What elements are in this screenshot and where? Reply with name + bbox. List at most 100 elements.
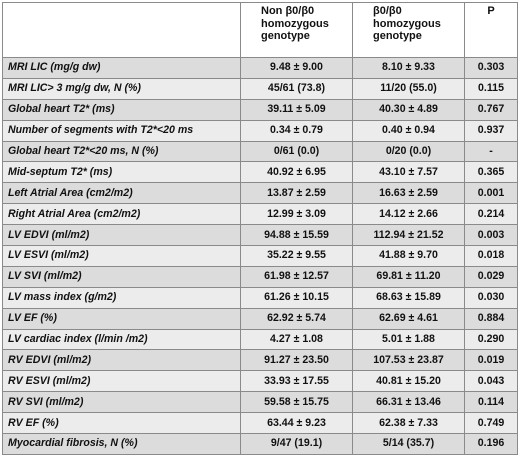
non-homozygous-value: 39.11 ± 5.09 (240, 98, 353, 121)
homozygous-value: 112.94 ± 21.52 (352, 224, 465, 247)
header-label-column (2, 2, 241, 58)
non-homozygous-value: 0/61 (0.0) (240, 140, 353, 163)
p-value: 0.115 (464, 77, 518, 100)
row-label: RV ESVI (ml/m2) (2, 370, 241, 393)
non-homozygous-value: 40.92 ± 6.95 (240, 161, 353, 184)
row-label: Number of segments with T2*<20 ms (2, 119, 241, 142)
row-label: RV SVI (ml/m2) (2, 391, 241, 414)
p-value: 0.767 (464, 98, 518, 121)
non-homozygous-value: 94.88 ± 15.59 (240, 224, 353, 247)
p-value: - (464, 140, 518, 163)
non-homozygous-value: 0.34 ± 0.79 (240, 119, 353, 142)
header-group1-line1: Non β0/β0 (261, 5, 315, 17)
non-homozygous-value: 4.27 ± 1.08 (240, 328, 353, 351)
p-value: 0.884 (464, 307, 518, 330)
table-row: Number of segments with T2*<20 ms 0.34 ± … (2, 119, 518, 142)
row-label: MRI LIC (mg/g dw) (2, 57, 241, 79)
table-row: MRI LIC (mg/g dw) 9.48 ± 9.00 8.10 ± 9.33 0… (2, 57, 518, 79)
table-row: Global heart T2*<20 ms, N (%) 0/61 (0.0) 0… (2, 140, 518, 163)
homozygous-value: 41.88 ± 9.70 (352, 245, 465, 267)
homozygous-value: 68.63 ± 15.89 (352, 286, 465, 309)
homozygous-value: 16.63 ± 2.59 (352, 182, 465, 205)
non-homozygous-value: 12.99 ± 3.09 (240, 203, 353, 226)
row-label: RV EDVI (ml/m2) (2, 349, 241, 372)
row-label: LV mass index (g/m2) (2, 286, 241, 309)
table-row: Left Atrial Area (cm2/m2) 13.87 ± 2.59 16.… (2, 182, 518, 205)
non-homozygous-value: 45/61 (73.8) (240, 77, 353, 100)
p-value: 0.003 (464, 224, 518, 247)
homozygous-value: 107.53 ± 23.87 (352, 349, 465, 372)
row-label: LV SVI (ml/m2) (2, 265, 241, 288)
p-value: 0.114 (464, 391, 518, 414)
non-homozygous-value: 9/47 (19.1) (240, 433, 353, 455)
row-label: Right Atrial Area (cm2/m2) (2, 203, 241, 226)
row-label: Left Atrial Area (cm2/m2) (2, 182, 241, 205)
row-label: LV EDVI (ml/m2) (2, 224, 241, 247)
p-value: 0.030 (464, 286, 518, 309)
table-row: LV mass index (g/m2) 61.26 ± 10.15 68.63 ±… (2, 286, 518, 309)
table-row: Myocardial fibrosis, N (%) 9/47 (19.1) 5/1… (2, 433, 518, 455)
homozygous-value: 66.31 ± 13.46 (352, 391, 465, 414)
homozygous-value: 43.10 ± 7.57 (352, 161, 465, 184)
non-homozygous-value: 62.92 ± 5.74 (240, 307, 353, 330)
homozygous-value: 5/14 (35.7) (352, 433, 465, 455)
header-group1-line2: homozygous (261, 17, 329, 30)
table-row: Global heart T2* (ms) 39.11 ± 5.09 40.30 ±… (2, 98, 518, 121)
homozygous-value: 8.10 ± 9.33 (352, 57, 465, 79)
row-label: Myocardial fibrosis, N (%) (2, 433, 241, 455)
p-value: 0.937 (464, 119, 518, 142)
p-value: 0.018 (464, 245, 518, 267)
p-value: 0.365 (464, 161, 518, 184)
homozygous-value: 69.81 ± 11.20 (352, 265, 465, 288)
row-label: LV cardiac index (l/min /m2) (2, 328, 241, 351)
non-homozygous-value: 13.87 ± 2.59 (240, 182, 353, 205)
table-row: RV EF (%) 63.44 ± 9.23 62.38 ± 7.33 0.749 (2, 412, 518, 435)
row-label: Mid-septum T2* (ms) (2, 161, 241, 184)
p-value: 0.043 (464, 370, 518, 393)
p-value: 0.214 (464, 203, 518, 226)
homozygous-value: 11/20 (55.0) (352, 77, 465, 100)
homozygous-value: 14.12 ± 2.66 (352, 203, 465, 226)
table-header-row: Non β0/β0 homozygous genotype β0/β0 homo… (2, 2, 518, 58)
row-label: LV ESVI (ml/m2) (2, 245, 241, 267)
header-homozygous: β0/β0 homozygous genotype (352, 2, 465, 58)
table-row: RV SVI (ml/m2) 59.58 ± 15.75 66.31 ± 13.46… (2, 391, 518, 414)
non-homozygous-value: 59.58 ± 15.75 (240, 391, 353, 414)
row-label: MRI LIC> 3 mg/g dw, N (%) (2, 77, 241, 100)
p-value: 0.196 (464, 433, 518, 455)
homozygous-value: 40.81 ± 15.20 (352, 370, 465, 393)
row-label: Global heart T2* (ms) (2, 98, 241, 121)
non-homozygous-value: 9.48 ± 9.00 (240, 57, 353, 79)
header-group2-line1: β0/β0 (373, 5, 402, 17)
header-non-homozygous: Non β0/β0 homozygous genotype (240, 2, 353, 58)
table-row: LV ESVI (ml/m2) 35.22 ± 9.55 41.88 ± 9.70 0… (2, 245, 518, 267)
non-homozygous-value: 33.93 ± 17.55 (240, 370, 353, 393)
table-row: LV EDVI (ml/m2) 94.88 ± 15.59 112.94 ± 21.… (2, 224, 518, 247)
header-group2-line3: genotype (373, 30, 422, 42)
homozygous-value: 0/20 (0.0) (352, 140, 465, 163)
table-row: Mid-septum T2* (ms) 40.92 ± 6.95 43.10 ± 7… (2, 161, 518, 184)
homozygous-value: 62.69 ± 4.61 (352, 307, 465, 330)
table-row: LV SVI (ml/m2) 61.98 ± 12.57 69.81 ± 11.20… (2, 265, 518, 288)
non-homozygous-value: 35.22 ± 9.55 (240, 245, 353, 267)
homozygous-value: 5.01 ± 1.88 (352, 328, 465, 351)
homozygous-value: 40.30 ± 4.89 (352, 98, 465, 121)
row-label: LV EF (%) (2, 307, 241, 330)
table-row: MRI LIC> 3 mg/g dw, N (%) 45/61 (73.8) 11/… (2, 77, 518, 100)
table-row: RV EDVI (ml/m2) 91.27 ± 23.50 107.53 ± 23.… (2, 349, 518, 372)
table-row: Right Atrial Area (cm2/m2) 12.99 ± 3.09 14… (2, 203, 518, 226)
table-row: LV EF (%) 62.92 ± 5.74 62.69 ± 4.61 0.884 (2, 307, 518, 330)
non-homozygous-value: 63.44 ± 9.23 (240, 412, 353, 435)
p-value: 0.303 (464, 57, 518, 79)
non-homozygous-value: 61.26 ± 10.15 (240, 286, 353, 309)
row-label: RV EF (%) (2, 412, 241, 435)
non-homozygous-value: 91.27 ± 23.50 (240, 349, 353, 372)
homozygous-value: 62.38 ± 7.33 (352, 412, 465, 435)
table-row: RV ESVI (ml/m2) 33.93 ± 17.55 40.81 ± 15.2… (2, 370, 518, 393)
homozygous-value: 0.40 ± 0.94 (352, 119, 465, 142)
p-value: 0.749 (464, 412, 518, 435)
header-group2-line2: homozygous (373, 17, 441, 30)
p-value: 0.019 (464, 349, 518, 372)
